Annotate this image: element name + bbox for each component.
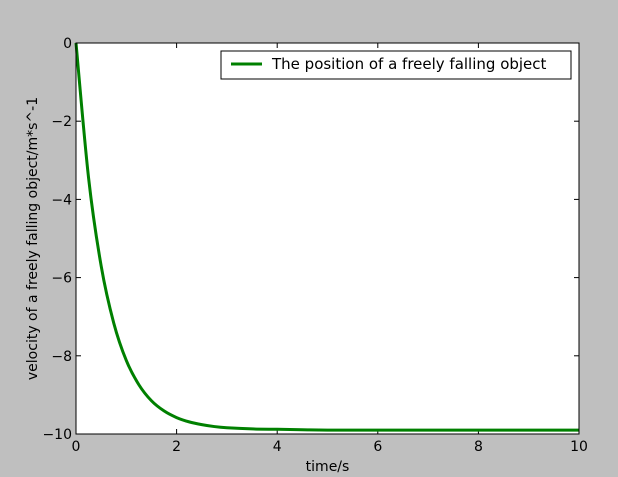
legend-entry-label: The position of a freely falling object bbox=[271, 55, 547, 73]
x-tick-label: 0 bbox=[72, 439, 81, 455]
y-axis-label: velocity of a freely falling object/m*s^… bbox=[25, 97, 41, 380]
series-line bbox=[74, 42, 579, 432]
legend: The position of a freely falling object bbox=[220, 50, 572, 80]
y-tick-label: −6 bbox=[51, 271, 72, 287]
x-tick-label: 10 bbox=[570, 439, 588, 455]
y-tick-label: −8 bbox=[51, 349, 72, 365]
y-tick-label: −2 bbox=[51, 114, 72, 130]
x-tick-label: 8 bbox=[474, 439, 483, 455]
x-tick-label: 4 bbox=[273, 439, 282, 455]
series-layer bbox=[74, 42, 579, 432]
y-tick-label: −4 bbox=[51, 192, 72, 208]
y-tick-label: −10 bbox=[42, 427, 72, 443]
y-tick-label: 0 bbox=[63, 36, 72, 52]
y-tick-labels: 0 −2 −4 −6 −8 −10 bbox=[42, 36, 72, 443]
x-tick-label: 2 bbox=[172, 439, 181, 455]
plot-area bbox=[76, 43, 579, 434]
x-tick-label: 6 bbox=[373, 439, 382, 455]
plot-frame bbox=[75, 42, 580, 435]
x-tick-labels: 0 2 4 6 8 10 bbox=[72, 439, 588, 455]
x-axis-label: time/s bbox=[306, 459, 350, 475]
legend-box bbox=[220, 50, 572, 80]
